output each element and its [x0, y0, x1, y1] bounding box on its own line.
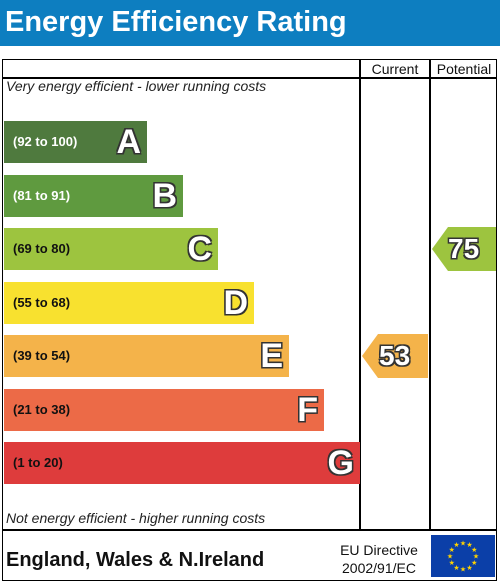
eu-flag-star: ★: [471, 559, 477, 567]
eu-flag-icon: ★ ★ ★ ★ ★ ★ ★ ★ ★ ★ ★ ★: [431, 535, 495, 577]
eu-directive-line2: 2002/91/EC: [342, 560, 416, 576]
band-c: (69 to 80) C: [4, 228, 218, 270]
eu-flag-star: ★: [466, 541, 472, 549]
band-range-label: (1 to 20): [13, 455, 63, 470]
band-a: (92 to 100) A: [4, 121, 147, 163]
title-bar: Energy Efficiency Rating: [0, 0, 500, 46]
band-letter: F: [297, 391, 318, 429]
footer-divider: [2, 529, 497, 531]
band-letter: E: [260, 337, 283, 375]
eu-flag-star: ★: [453, 564, 459, 572]
eu-flag-star: ★: [447, 553, 453, 561]
band-range-label: (21 to 38): [13, 402, 71, 417]
eu-flag-star: ★: [449, 546, 455, 554]
band-letter: G: [327, 444, 354, 482]
band-range-label: (69 to 80): [13, 241, 71, 256]
eu-flag-star: ★: [473, 553, 479, 561]
eu-flag-star: ★: [460, 540, 466, 548]
chart-frame: [2, 59, 497, 581]
band-e: (39 to 54) E: [4, 335, 289, 377]
potential-column-divider: [429, 59, 431, 531]
potential-rating-value: 75: [448, 233, 480, 264]
current-rating-value: 53: [379, 340, 411, 371]
chart-title: Energy Efficiency Rating: [5, 6, 347, 38]
top-note: Very energy efficient - lower running co…: [6, 78, 267, 94]
band-g: (1 to 20) G: [4, 442, 360, 484]
header-divider: [2, 77, 497, 79]
band-range-label: (39 to 54): [13, 348, 71, 363]
current-rating-arrow-shape: [362, 334, 428, 378]
band-letter: D: [223, 284, 248, 322]
current-column-header: Current: [371, 61, 419, 77]
band-range-label: (81 to 91): [13, 188, 71, 203]
eu-flag-star: ★: [460, 566, 466, 574]
band-f: (21 to 38) F: [4, 389, 324, 431]
eu-flag-star: ★: [466, 564, 472, 572]
band-letter: A: [116, 123, 141, 161]
current-rating-arrow: 53: [362, 334, 428, 378]
eu-flag-star: ★: [471, 546, 477, 554]
band-d: (55 to 68) D: [4, 282, 254, 324]
eu-flag-star: ★: [453, 541, 459, 549]
eu-directive: EU Directive 2002/91/EC: [336, 541, 422, 577]
potential-rating-arrow-shape: [432, 227, 496, 271]
potential-column-header: Potential: [436, 61, 492, 77]
band-range-label: (92 to 100): [13, 134, 78, 149]
eu-flag-star: ★: [449, 559, 455, 567]
band-letter: B: [152, 177, 177, 215]
bottom-note: Not energy efficient - higher running co…: [6, 510, 266, 526]
band-b: (81 to 91) B: [4, 175, 183, 217]
current-column-divider: [359, 59, 361, 531]
potential-rating-arrow: 75: [432, 227, 496, 271]
band-range-label: (55 to 68): [13, 295, 71, 310]
footer-region: England, Wales & N.Ireland: [6, 549, 265, 571]
eu-directive-line1: EU Directive: [340, 542, 418, 558]
band-letter: C: [187, 230, 212, 268]
